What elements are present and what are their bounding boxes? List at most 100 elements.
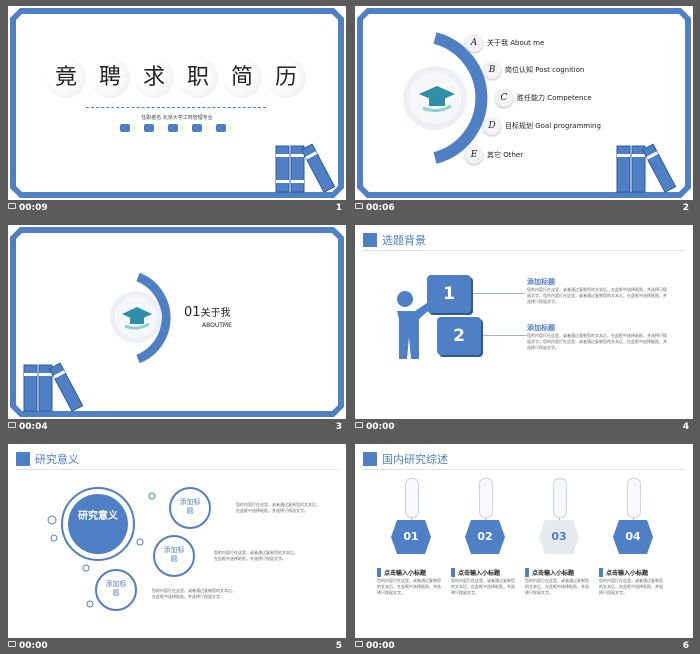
slide-1-info-bar: 00:09 1 <box>8 201 346 215</box>
slide-5-info-bar: 00:00 5 <box>8 639 346 653</box>
slide-2-number: 2 <box>682 203 689 213</box>
tag-hanger <box>627 478 641 518</box>
agenda-item-label: 目标规划 Goal programming <box>505 122 601 130</box>
text-block-1: 添加标题 您的内容打在这里，或者通过复制您的文本后，在此框中选择粘贴，并选择只保… <box>527 277 667 305</box>
slide-1-duration: 00:09 <box>19 203 48 213</box>
tag-body: 您的内容打在这里，或者通过复制您的文本后，在此框中选择粘贴，并选择只保留文字。 <box>377 578 441 595</box>
slide-5-canvas: 研究意义 研究意义 添加标题 添加标题 添加标题 您的内容打在这里，或者通过复制… <box>8 444 346 638</box>
slide-thumb-6[interactable]: 国内研究综述 01 点击输入小标题 您的内容打在这里，或者通过复制您的文本后，在此框… <box>355 444 693 653</box>
tag-number: 02 <box>477 530 493 543</box>
circle-3-label: 添加标题 <box>105 580 127 597</box>
agenda-item-label: 其它 Other <box>487 151 524 159</box>
slide-4-number: 4 <box>682 422 689 432</box>
agenda-item-label: 胜任能力 Competence <box>517 94 592 102</box>
tag-title: 点击输入小标题 <box>377 568 454 577</box>
slide-header-title: 选题背景 <box>382 234 426 247</box>
text-block-2: 添加标题 您的内容打在这里，或者通过复制您的文本后，在此框中选择粘贴，并选择只保… <box>527 323 667 351</box>
agenda-letter-badge: D <box>483 117 501 135</box>
slide-thumb-5[interactable]: 研究意义 研究意义 添加标题 添加标题 添加标题 您的内容打在这里，或者通过复制… <box>8 444 346 653</box>
agenda-item-label: 岗位认知 Post cognition <box>505 66 585 74</box>
books-icon <box>275 143 336 193</box>
agenda-letter: B <box>488 65 496 75</box>
step-2-box: 2 <box>437 317 481 355</box>
slide-thumb-3[interactable]: 01关于我 ABOUTME 00:04 3 <box>8 225 346 434</box>
slide-3-info-bar: 00:04 3 <box>8 420 346 434</box>
slide-thumb-4[interactable]: 选题背景 1 2 添加标题 您的内容打在这里，或者通过复制您的文本后，在此框中选… <box>355 225 693 434</box>
transition-icon <box>355 422 363 428</box>
slide-frame-shape <box>10 227 344 417</box>
tag-title: 点击输入小标题 <box>599 568 676 577</box>
tag-body: 您的内容打在这里，或者通过复制您的文本后，在此框中选择粘贴，并选择只保留文字。 <box>525 578 589 595</box>
slide-header: 研究意义 <box>8 448 346 470</box>
step-1-box: 1 <box>427 275 471 313</box>
title-char: 聘 <box>98 65 121 90</box>
text-block-1-title: 添加标题 <box>527 278 555 286</box>
slide-header: 选题背景 <box>355 229 693 251</box>
slide-4-info-bar: 00:00 4 <box>355 420 693 434</box>
title-char: 简 <box>230 65 253 90</box>
tag-title: 点击输入小标题 <box>451 568 528 577</box>
icon-row <box>120 124 232 134</box>
slide-frame-shape <box>357 8 691 198</box>
slide-2-info-bar: 00:06 2 <box>355 201 693 215</box>
tag-number: 01 <box>403 530 419 543</box>
slide-6-number: 6 <box>682 641 689 651</box>
transition-icon <box>8 422 16 428</box>
text-block-2-title: 添加标题 <box>527 324 555 332</box>
slide-6-canvas: 国内研究综述 01 点击输入小标题 您的内容打在这里，或者通过复制您的文本后，在此框… <box>355 444 693 638</box>
slide-3-canvas: 01关于我 ABOUTME <box>8 225 346 419</box>
slide-2-duration: 00:06 <box>366 203 395 213</box>
title-char: 竟 <box>54 65 77 90</box>
transition-icon <box>355 203 363 209</box>
circles-diagram <box>47 487 211 611</box>
circle-1-text: 您的内容打在这里，或者通过复制您的文本后，在此框中选择粘贴，并选择只保留文字。 <box>236 502 320 513</box>
slide-header-title: 国内研究综述 <box>382 453 448 466</box>
section-heading: 01关于我 ABOUTME <box>184 301 232 329</box>
header-divider <box>16 469 338 470</box>
title-char-circle: 竟 <box>46 58 86 98</box>
header-square-icon <box>363 452 377 466</box>
tag-number: 04 <box>625 530 641 543</box>
presenter-figure-icon <box>397 291 437 359</box>
section-number: 01 <box>184 305 201 320</box>
tag-badge: 02 <box>465 520 505 554</box>
agenda-letter: C <box>500 93 508 103</box>
slide-1-subtitle-wrap: 任职者名 北京大学工商管理专业 <box>8 104 346 123</box>
tag-body: 您的内容打在这里，或者通过复制您的文本后，在此框中选择粘贴，并选择只保留文字。 <box>451 578 515 595</box>
books-icon <box>23 362 84 412</box>
slide-1-subtitle: 任职者名 北京大学工商管理专业 <box>138 115 216 121</box>
graduation-cap-icon <box>419 86 455 113</box>
title-char-circle: 求 <box>134 58 174 98</box>
circle-2-text: 您的内容打在这里，或者通过复制您的文本后，在此框中选择粘贴，并选择只保留文字。 <box>214 550 298 561</box>
transition-icon <box>8 641 16 647</box>
slide-5-number: 5 <box>335 641 342 651</box>
agenda-letter: D <box>488 121 496 131</box>
header-square-icon <box>363 233 377 247</box>
mail-icon <box>144 124 154 132</box>
slide-thumb-1[interactable]: 竟聘求职简历 任职者名 北京大学工商管理专业 00:09 1 <box>8 6 346 215</box>
tag-hanger <box>405 478 419 518</box>
section-subtitle-en: ABOUTME <box>202 322 232 329</box>
slide-header: 国内研究综述 <box>355 448 693 470</box>
tag-badge: 01 <box>391 520 431 554</box>
slide-thumb-2[interactable]: A 关于我 About me B 岗位认知 Post cognition C 胜任能力 C… <box>355 6 693 215</box>
slide-header-title: 研究意义 <box>35 453 79 466</box>
graduation-cap-icon <box>122 307 152 330</box>
circle-2-label: 添加标题 <box>163 546 185 563</box>
tag-hanger <box>479 478 493 518</box>
user-icon <box>168 124 178 132</box>
connector-line-2 <box>483 335 527 336</box>
agenda-letter: E <box>470 150 478 160</box>
tag-number: 03 <box>551 530 567 543</box>
slide-6-info-bar: 00:00 6 <box>355 639 693 653</box>
title-char-circle: 聘 <box>90 58 130 98</box>
slide-3-duration: 00:04 <box>19 422 48 432</box>
slide-4-canvas: 选题背景 1 2 添加标题 您的内容打在这里，或者通过复制您的文本后，在此框中选… <box>355 225 693 419</box>
agenda-letter-badge: C <box>495 89 513 107</box>
text-block-1-body: 您的内容打在这里，或者通过复制您的文本后，在此框中选择粘贴，并选择只保留文字。您… <box>527 287 667 304</box>
header-divider <box>363 250 685 251</box>
location-icon <box>192 124 202 132</box>
web-icon <box>216 124 226 132</box>
slide-1-canvas: 竟聘求职简历 任职者名 北京大学工商管理专业 <box>8 6 346 200</box>
transition-icon <box>8 203 16 209</box>
